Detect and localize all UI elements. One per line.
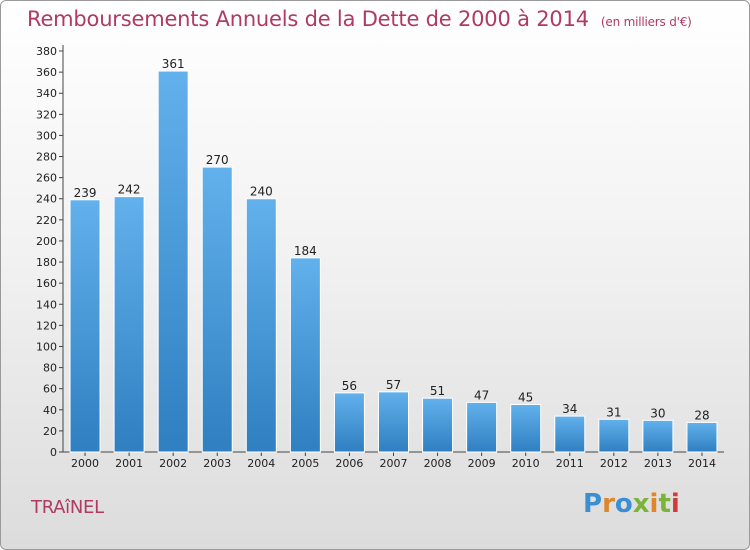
bar-2011 <box>554 415 586 453</box>
value-label-2009: 47 <box>474 388 489 402</box>
y-tick-label: 380 <box>36 45 57 58</box>
bar-2006 <box>333 392 365 453</box>
y-tick-label: 280 <box>36 151 57 164</box>
logo-letter: i <box>670 489 680 519</box>
y-tick-label: 120 <box>36 319 57 332</box>
y-tick-label: 60 <box>43 383 57 396</box>
value-label-2002: 361 <box>162 57 185 71</box>
x-tick-label: 2012 <box>600 457 628 470</box>
bar-2009 <box>466 401 498 453</box>
value-label-2012: 31 <box>606 405 621 419</box>
value-label-2001: 242 <box>118 183 141 197</box>
value-label-2003: 270 <box>206 153 229 167</box>
chart-title-text: Remboursements Annuels de la Dette de 20… <box>27 7 589 31</box>
y-tick-label: 300 <box>36 129 57 142</box>
bar-2005 <box>289 257 321 453</box>
y-tick-label: 160 <box>36 277 57 290</box>
y-tick-label: 140 <box>36 298 57 311</box>
value-label-2006: 56 <box>342 379 357 393</box>
y-tick-label: 260 <box>36 172 57 185</box>
x-tick-label: 2002 <box>159 457 187 470</box>
y-tick-label: 200 <box>36 235 57 248</box>
y-tick-label: 240 <box>36 193 57 206</box>
chart-title: Remboursements Annuels de la Dette de 20… <box>27 7 692 31</box>
x-tick-label: 2013 <box>644 457 672 470</box>
y-tick-label: 100 <box>36 340 57 353</box>
y-tick-label: 20 <box>43 425 57 438</box>
y-tick-label: 40 <box>43 404 57 417</box>
x-tick-label: 2014 <box>688 457 716 470</box>
y-tick-label: 360 <box>36 66 57 79</box>
y-tick-label: 180 <box>36 256 57 269</box>
x-tick-label: 2001 <box>115 457 143 470</box>
bar-2000 <box>69 199 101 453</box>
value-label-2007: 57 <box>386 378 401 392</box>
value-label-2008: 51 <box>430 384 445 398</box>
logo-letter: P <box>583 489 603 519</box>
chart-unit: (en milliers d'€) <box>600 15 692 29</box>
value-label-2014: 28 <box>694 408 709 422</box>
bar-2008 <box>422 397 454 453</box>
value-label-2000: 239 <box>74 186 97 200</box>
bar-2014 <box>686 421 718 453</box>
x-tick-label: 2003 <box>203 457 231 470</box>
bar-2010 <box>510 404 542 453</box>
chart-labels: 239 242 361 270 240 184 56 57 51 47 45 34 31 30 28 <box>74 57 710 422</box>
logo-letter: t <box>658 489 671 519</box>
bar-2013 <box>642 419 674 453</box>
bar-2002 <box>157 70 189 453</box>
y-tick-label: 80 <box>43 362 57 375</box>
value-label-2011: 34 <box>562 402 577 416</box>
bar-2004 <box>245 198 277 453</box>
x-tick-label: 2010 <box>512 457 540 470</box>
x-tick-label: 2009 <box>468 457 496 470</box>
value-label-2013: 30 <box>650 406 665 420</box>
chart-axes: 0 20 40 60 80 100 120 140 160 180 200 220 240 260 280 3… <box>36 45 724 470</box>
y-tick-label: 340 <box>36 87 57 100</box>
value-label-2005: 184 <box>294 244 317 258</box>
value-label-2004: 240 <box>250 185 273 199</box>
commune-name: TRAîNEL <box>31 497 104 518</box>
x-tick-label: 2004 <box>247 457 275 470</box>
value-label-2010: 45 <box>518 391 533 405</box>
bar-2001 <box>113 196 145 453</box>
chart-bars <box>69 70 718 453</box>
logo-letter: o <box>614 489 633 519</box>
x-tick-label: 2005 <box>291 457 319 470</box>
x-tick-label: 2008 <box>424 457 452 470</box>
x-tick-label: 2007 <box>380 457 408 470</box>
x-tick-label: 2000 <box>71 457 99 470</box>
logo-letter: i <box>649 489 659 519</box>
y-tick-label: 220 <box>36 214 57 227</box>
y-tick-label: 0 <box>50 446 57 459</box>
bar-2012 <box>598 418 630 453</box>
bar-2007 <box>378 391 409 453</box>
y-tick-label: 320 <box>36 108 57 121</box>
proxiti-logo[interactable]: Proxiti <box>583 489 680 519</box>
logo-letter: x <box>632 489 650 519</box>
bar-2003 <box>201 166 233 453</box>
x-tick-label: 2006 <box>335 457 363 470</box>
logo-letter: r <box>602 489 615 519</box>
x-tick-label: 2011 <box>556 457 584 470</box>
